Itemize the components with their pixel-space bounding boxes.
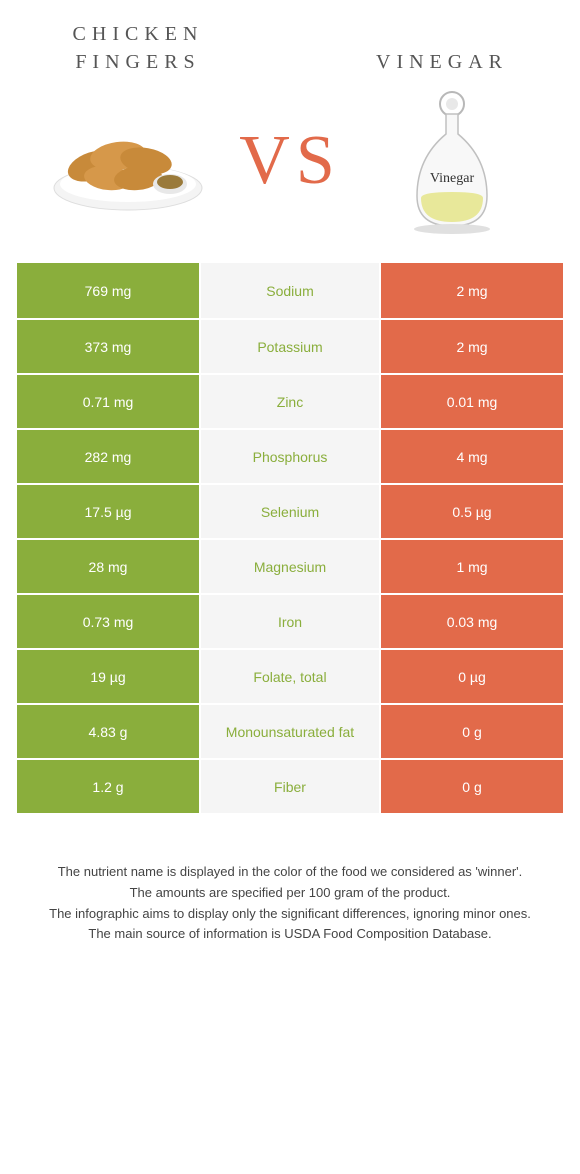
table-row: 0.73 mgIron0.03 mg [17,593,563,648]
right-value: 4 mg [379,430,563,483]
table-row: 19 µgFolate, total0 µg [17,648,563,703]
nutrient-name: Selenium [201,485,379,538]
chicken-fingers-icon [48,106,208,216]
right-value: 1 mg [379,540,563,593]
right-value: 0 µg [379,650,563,703]
right-food-image: Vinegar [341,86,564,236]
left-food-title: CHICKEN FINGERS [16,20,260,76]
table-row: 28 mgMagnesium1 mg [17,538,563,593]
right-value: 2 mg [379,263,563,318]
footer-line: The nutrient name is displayed in the co… [26,862,554,883]
nutrient-name: Iron [201,595,379,648]
nutrient-name: Potassium [201,320,379,373]
left-value: 17.5 µg [17,485,201,538]
right-value: 0 g [379,760,563,813]
left-value: 1.2 g [17,760,201,813]
vs-label: VS [239,121,340,201]
left-value: 0.73 mg [17,595,201,648]
right-value: 0.01 mg [379,375,563,428]
left-value: 282 mg [17,430,201,483]
svg-text:Vinegar: Vinegar [430,171,475,186]
nutrient-name: Folate, total [201,650,379,703]
table-row: 282 mgPhosphorus4 mg [17,428,563,483]
left-value: 28 mg [17,540,201,593]
table-row: 0.71 mgZinc0.01 mg [17,373,563,428]
footer-notes: The nutrient name is displayed in the co… [16,862,564,945]
nutrient-table: 769 mgSodium2 mg 373 mgPotassium2 mg 0.7… [16,262,564,814]
nutrient-name: Zinc [201,375,379,428]
right-value: 0.03 mg [379,595,563,648]
nutrient-name: Monounsaturated fat [201,705,379,758]
nutrient-name: Fiber [201,760,379,813]
left-value: 0.71 mg [17,375,201,428]
table-row: 769 mgSodium2 mg [17,263,563,318]
table-row: 17.5 µgSelenium0.5 µg [17,483,563,538]
right-food-title: VINEGAR [320,48,564,76]
right-value: 0.5 µg [379,485,563,538]
left-food-image [16,86,239,236]
right-value: 2 mg [379,320,563,373]
footer-line: The infographic aims to display only the… [26,904,554,925]
footer-line: The main source of information is USDA F… [26,924,554,945]
left-value: 4.83 g [17,705,201,758]
image-row: VS Vinegar [16,86,564,236]
nutrient-name: Sodium [201,263,379,318]
left-value: 373 mg [17,320,201,373]
table-row: 373 mgPotassium2 mg [17,318,563,373]
table-row: 1.2 gFiber0 g [17,758,563,813]
footer-line: The amounts are specified per 100 gram o… [26,883,554,904]
table-row: 4.83 gMonounsaturated fat0 g [17,703,563,758]
right-value: 0 g [379,705,563,758]
header-titles: CHICKEN FINGERS VINEGAR [16,20,564,76]
vinegar-decanter-icon: Vinegar [397,86,507,236]
nutrient-name: Magnesium [201,540,379,593]
left-value: 769 mg [17,263,201,318]
left-value: 19 µg [17,650,201,703]
nutrient-name: Phosphorus [201,430,379,483]
